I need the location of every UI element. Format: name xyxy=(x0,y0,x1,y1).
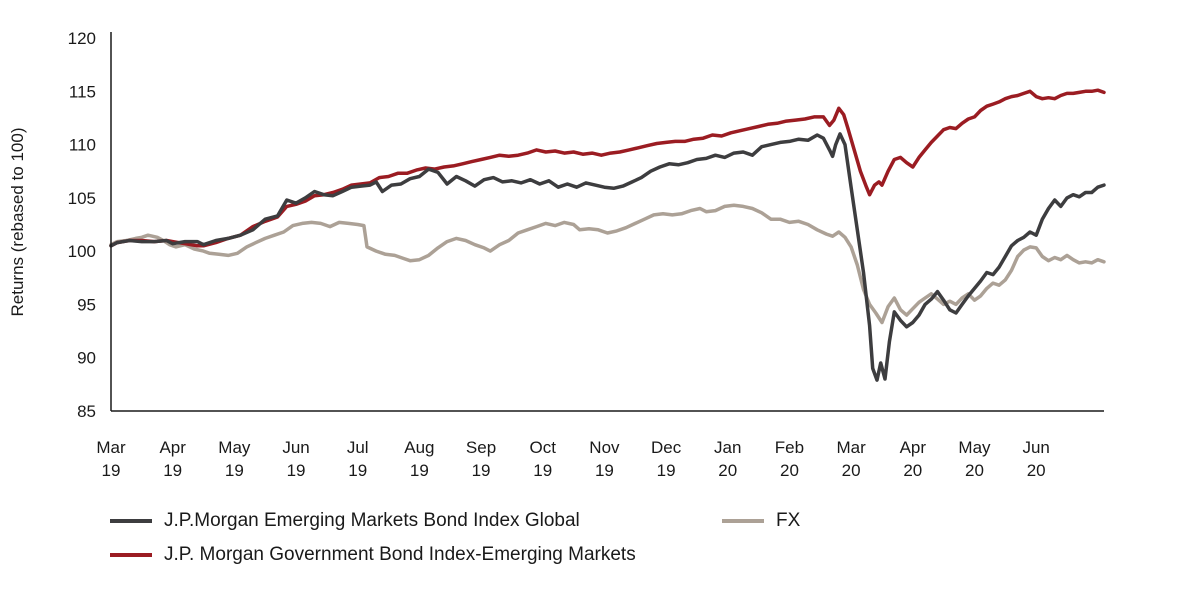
legend-item-embi: J.P.Morgan Emerging Markets Bond Index G… xyxy=(110,510,580,532)
y-axis-ticks: 85 90 95 100 105 110 115 120 xyxy=(68,29,96,421)
x-tick-label: Mar 20 xyxy=(836,438,866,480)
series-lines xyxy=(109,88,1106,382)
x-tick-label: Apr 20 xyxy=(900,438,927,480)
y-tick-label: 115 xyxy=(69,82,96,101)
y-tick-label: 85 xyxy=(77,402,96,421)
legend-item-fx: FX xyxy=(722,510,800,532)
x-tick-label: Jan 20 xyxy=(714,438,741,480)
x-tick-label: Mar 19 xyxy=(96,438,126,480)
legend-label-gbi: J.P. Morgan Government Bond Index-Emergi… xyxy=(164,544,636,565)
x-tick-label: Nov 19 xyxy=(589,438,620,480)
x-tick-label: Sep 19 xyxy=(466,438,496,480)
y-axis-title: Returns (rebased to 100) xyxy=(8,128,27,317)
legend-item-gbi: J.P. Morgan Government Bond Index-Emergi… xyxy=(110,544,636,566)
x-tick-label: Apr 19 xyxy=(159,438,186,480)
legend-swatch-gbi xyxy=(110,553,152,557)
y-tick-label: 100 xyxy=(68,242,96,261)
x-tick-label: Dec 19 xyxy=(651,438,682,480)
y-tick-label: 120 xyxy=(68,29,96,48)
x-tick-label: May 19 xyxy=(218,438,251,480)
y-tick-label: 95 xyxy=(77,295,96,314)
x-tick-label: Aug 19 xyxy=(404,438,434,480)
legend-swatch-fx xyxy=(722,519,764,523)
x-tick-label: Jun 19 xyxy=(282,438,309,480)
x-tick-label: Jun 20 xyxy=(1022,438,1049,480)
series-line-0 xyxy=(109,132,1106,382)
x-tick-label: May 20 xyxy=(958,438,991,480)
y-tick-label: 105 xyxy=(68,189,96,208)
y-tick-label: 90 xyxy=(77,349,96,368)
x-tick-label: Feb 20 xyxy=(775,438,804,480)
x-tick-label: Jul 19 xyxy=(347,438,369,480)
legend-label-embi: J.P.Morgan Emerging Markets Bond Index G… xyxy=(164,510,580,531)
legend-swatch-embi xyxy=(110,519,152,523)
legend-label-fx: FX xyxy=(776,510,801,531)
series-line-2 xyxy=(109,203,1106,325)
x-axis-ticks: Mar 19 Apr 19 May 19 Jun 19 Jul 19 Aug 19 Sep 19 Oct 19… xyxy=(96,438,1050,480)
y-tick-label: 110 xyxy=(69,136,96,155)
x-tick-label: Oct 19 xyxy=(530,438,557,480)
